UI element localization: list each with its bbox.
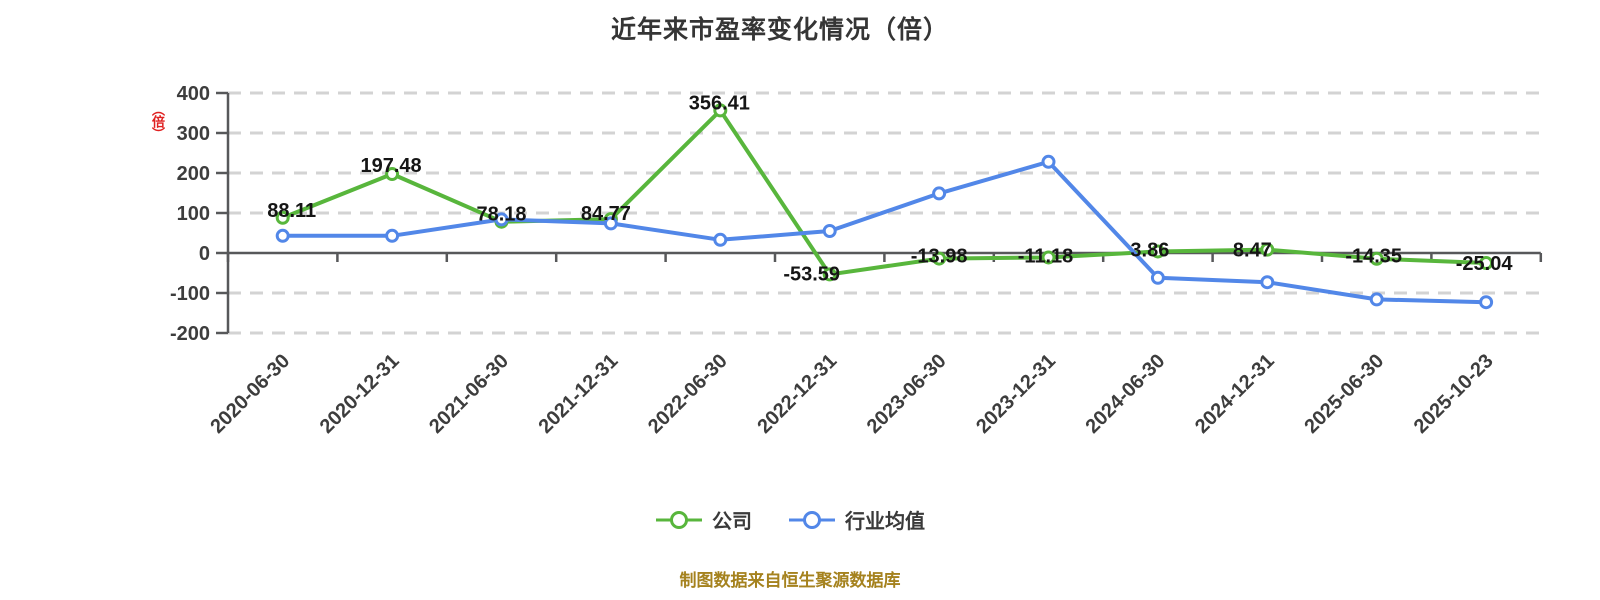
x-axis-label: 2021-06-30	[425, 350, 513, 438]
x-axis-label: 2020-12-31	[316, 350, 404, 438]
data-point[interactable]	[1150, 244, 1165, 259]
data-point[interactable]	[603, 216, 618, 231]
legend-label-industry-average: 行业均值	[845, 511, 925, 533]
y-axis-label: -200	[170, 323, 210, 345]
x-axis-label: 2025-10-23	[1410, 350, 1498, 438]
x-axis-label: 2021-12-31	[535, 350, 623, 438]
series-line-company	[280, 108, 1489, 277]
data-point[interactable]	[1369, 292, 1384, 307]
x-axis-label: 2022-06-30	[644, 350, 732, 438]
y-axis-label: 400	[177, 83, 210, 105]
data-point[interactable]	[713, 103, 728, 118]
data-point[interactable]	[822, 267, 837, 282]
data-point[interactable]	[385, 167, 400, 182]
data-source-note: 制图数据来自恒生聚源数据库	[679, 571, 901, 590]
data-point[interactable]	[932, 251, 947, 266]
data-point[interactable]	[275, 210, 290, 225]
x-axis-label: 2022-12-31	[753, 350, 841, 438]
data-label: -11.18	[1018, 245, 1074, 267]
data-label: 78.18	[476, 204, 526, 226]
data-label: -25.04	[1456, 253, 1514, 275]
data-point[interactable]	[1150, 270, 1165, 285]
data-point[interactable]	[822, 224, 837, 238]
data-point[interactable]	[1041, 154, 1056, 169]
data-point[interactable]	[1260, 242, 1275, 257]
x-axis-label: 2023-12-31	[972, 350, 1060, 438]
data-label: 197.48	[361, 155, 422, 177]
chart-legend: 公司 行业均值	[0, 505, 1580, 534]
x-axis-label: 2025-06-30	[1300, 350, 1388, 438]
legend-marker-industry-average-icon	[789, 510, 835, 529]
data-label: -13.98	[911, 246, 968, 268]
y-axis-label: -100	[170, 283, 210, 305]
y-axis: 400 300 200 100 0 -100 -200	[170, 83, 230, 345]
data-label: 84.77	[581, 203, 631, 225]
legend-label-company: 公司	[712, 511, 752, 533]
x-axis-label: 2024-12-31	[1191, 350, 1279, 438]
data-label: 8.47	[1233, 240, 1272, 262]
data-point[interactable]	[1260, 275, 1275, 290]
data-label: 88.11	[267, 200, 316, 222]
chart-title: 近年来市盈率变化情况（倍）	[610, 16, 949, 44]
series-points-industry-average	[275, 154, 1494, 310]
data-label: 356.41	[689, 92, 750, 114]
data-point[interactable]	[1041, 250, 1056, 265]
legend-item-industry-average[interactable]: 行业均值	[788, 505, 925, 534]
data-label: -53.59	[783, 263, 840, 285]
x-axis-label: 2020-06-30	[206, 350, 294, 438]
x-axis-label: 2024-06-30	[1082, 350, 1170, 438]
x-axis: 2020-06-30 2020-12-31 2021-06-30 2021-12-31…	[206, 251, 1543, 438]
data-point[interactable]	[713, 232, 728, 247]
series-line-industry-average	[280, 159, 1489, 305]
y-axis-label: 0	[199, 243, 210, 265]
y-axis-label: 100	[177, 203, 210, 225]
y-axis-label: 200	[177, 163, 210, 185]
y-axis-label: 300	[177, 123, 210, 145]
x-axis-label: 2023-06-30	[863, 350, 951, 438]
series-data-labels: 88.11 197.48 78.18 84.77 356.41 -53.59 -13.98 -…	[267, 92, 1513, 285]
legend-item-company[interactable]: 公司	[655, 505, 752, 534]
data-point[interactable]	[932, 186, 947, 201]
legend-marker-company-icon	[656, 510, 702, 529]
data-point[interactable]	[275, 228, 290, 243]
data-point[interactable]	[1479, 295, 1494, 310]
data-point[interactable]	[494, 212, 509, 227]
data-point[interactable]	[1369, 251, 1384, 266]
y-axis-unit-stamp: （倍）	[150, 103, 165, 139]
data-label: 3.86	[1130, 239, 1169, 261]
data-point[interactable]	[385, 228, 400, 243]
data-label: -14.35	[1345, 246, 1402, 268]
data-point[interactable]	[1479, 256, 1494, 271]
